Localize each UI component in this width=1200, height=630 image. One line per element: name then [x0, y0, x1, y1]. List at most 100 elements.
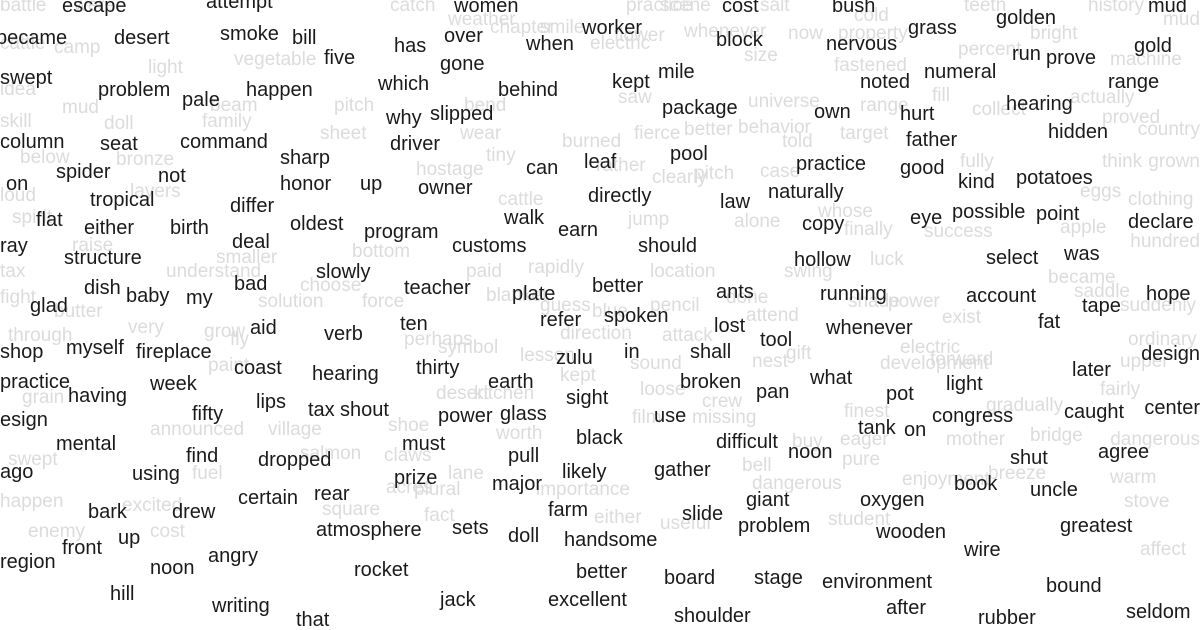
bg-word-family: family	[202, 111, 252, 132]
bg-word-below: below	[20, 147, 70, 168]
word-swept: swept	[0, 67, 53, 89]
word-rocket: rocket	[354, 559, 409, 581]
word-slide: slide	[682, 503, 724, 525]
word-escape: escape	[62, 0, 127, 17]
bg-word-gift: gift	[786, 343, 812, 364]
word-naturally: naturally	[768, 181, 844, 203]
word-difficult: difficult	[716, 431, 778, 453]
bg-word-fierce: fierce	[634, 123, 681, 144]
word-golden: golden	[996, 7, 1057, 29]
word-excellent: excellent	[548, 589, 627, 611]
word-spider: spider	[56, 161, 111, 183]
word-gather: gather	[654, 459, 711, 481]
word-point: point	[1036, 203, 1080, 225]
bg-word-finally: finally	[844, 219, 893, 240]
word-power: power	[438, 405, 493, 427]
word-after: after	[886, 597, 927, 619]
word-pull: pull	[508, 445, 540, 467]
word-seat: seat	[100, 133, 138, 155]
bg-word-were: were	[74, 0, 116, 16]
word-honor: honor	[280, 173, 332, 195]
word-tank: tank	[858, 417, 896, 439]
word-range: range	[1108, 71, 1160, 93]
bg-word-shoe: shoe	[388, 415, 430, 436]
word-in: in	[624, 341, 640, 363]
word-eye: eye	[910, 207, 943, 229]
bg-word-whenever: whenever	[684, 21, 767, 42]
bg-word-acres: acres	[386, 477, 433, 498]
word-father: father	[906, 129, 958, 151]
bg-word-machine: machine	[1110, 49, 1182, 70]
bg-word-blanket: blanket	[486, 285, 548, 306]
word-desert: desert	[114, 27, 170, 49]
bg-word-crew: crew	[702, 391, 743, 412]
word-was: was	[1064, 243, 1100, 265]
word-baby: baby	[126, 285, 170, 307]
bg-word-cattle: cattle	[498, 189, 544, 210]
bg-word-behavior: behavior	[738, 117, 811, 138]
bg-word-blue: blue	[592, 301, 628, 322]
word-bill: bill	[292, 27, 317, 49]
bg-word-useful: useful	[660, 513, 711, 534]
bg-word-now: now	[788, 23, 823, 44]
word-copy: copy	[802, 213, 845, 235]
word-center: center	[1144, 397, 1200, 419]
word-attempt: attempt	[206, 0, 273, 13]
word-oxygen: oxygen	[860, 489, 925, 511]
bg-word-worth: worth	[496, 423, 543, 444]
bg-word-perhaps: perhaps	[404, 329, 473, 350]
word-running: running	[820, 283, 887, 305]
word-flat: flat	[36, 209, 63, 231]
word-rear: rear	[314, 483, 350, 505]
bg-word-swing: swing	[784, 261, 833, 282]
bg-word-hostage: hostage	[416, 159, 484, 180]
bg-word-country: country	[1137, 119, 1200, 140]
word-use: use	[654, 405, 687, 427]
bg-word-fastened: fastened	[834, 55, 907, 76]
bg-word-clearly: clearly	[652, 167, 707, 188]
word-caught: caught	[1064, 401, 1125, 423]
word-tropical: tropical	[90, 189, 155, 211]
bg-word-camp: camp	[54, 37, 101, 58]
word-broken: broken	[680, 371, 742, 393]
bg-word-think: think	[1102, 151, 1143, 172]
word-aid: aid	[250, 317, 277, 339]
word-black: black	[576, 427, 623, 449]
bg-word-scene: scene	[660, 0, 711, 16]
bg-word-film: film	[632, 407, 662, 428]
bg-word-symbol: symbol	[438, 337, 499, 358]
bg-word-saddle: saddle	[1074, 281, 1130, 302]
bg-word-affect: affect	[1140, 539, 1187, 560]
bg-word-cost: cost	[150, 521, 185, 542]
bg-word-case: case	[760, 161, 801, 182]
word-shut: shut	[1010, 447, 1048, 469]
bg-word-teeth: teeth	[964, 0, 1007, 16]
bg-word-butter: butter	[54, 301, 103, 322]
word-hurt: hurt	[900, 103, 935, 125]
bg-word-salt: salt	[760, 0, 790, 16]
word-gold: gold	[1134, 35, 1172, 57]
bg-word-choose: choose	[300, 275, 362, 296]
bg-word-sound: sound	[630, 353, 682, 374]
bg-word-flower: flower	[614, 25, 665, 46]
word-cost: cost	[722, 0, 759, 17]
word-doll: doll	[508, 525, 540, 547]
word-sight: sight	[566, 387, 609, 409]
word-select: select	[986, 247, 1039, 269]
word-must: must	[402, 433, 446, 455]
bg-word-attack: attack	[662, 325, 713, 346]
bg-word-cold: cold	[854, 5, 889, 26]
bg-word-pure: pure	[842, 449, 881, 470]
bg-word-hundred: hundred	[1130, 231, 1200, 252]
bg-word-idea: idea	[0, 79, 36, 100]
word-potatoes: potatoes	[1016, 167, 1093, 189]
bg-word-grown: grown	[1148, 151, 1200, 172]
bg-word-dangerous: dangerous	[1110, 429, 1200, 450]
bg-word-proved: proved	[1102, 107, 1161, 128]
word-directly: directly	[588, 185, 652, 207]
bg-word-fact: fact	[424, 505, 455, 526]
bg-word-happen: happen	[0, 491, 64, 512]
word-five: five	[324, 47, 356, 69]
word-noon: noon	[788, 441, 833, 463]
bg-word-enjoyment: enjoyment	[902, 469, 990, 490]
